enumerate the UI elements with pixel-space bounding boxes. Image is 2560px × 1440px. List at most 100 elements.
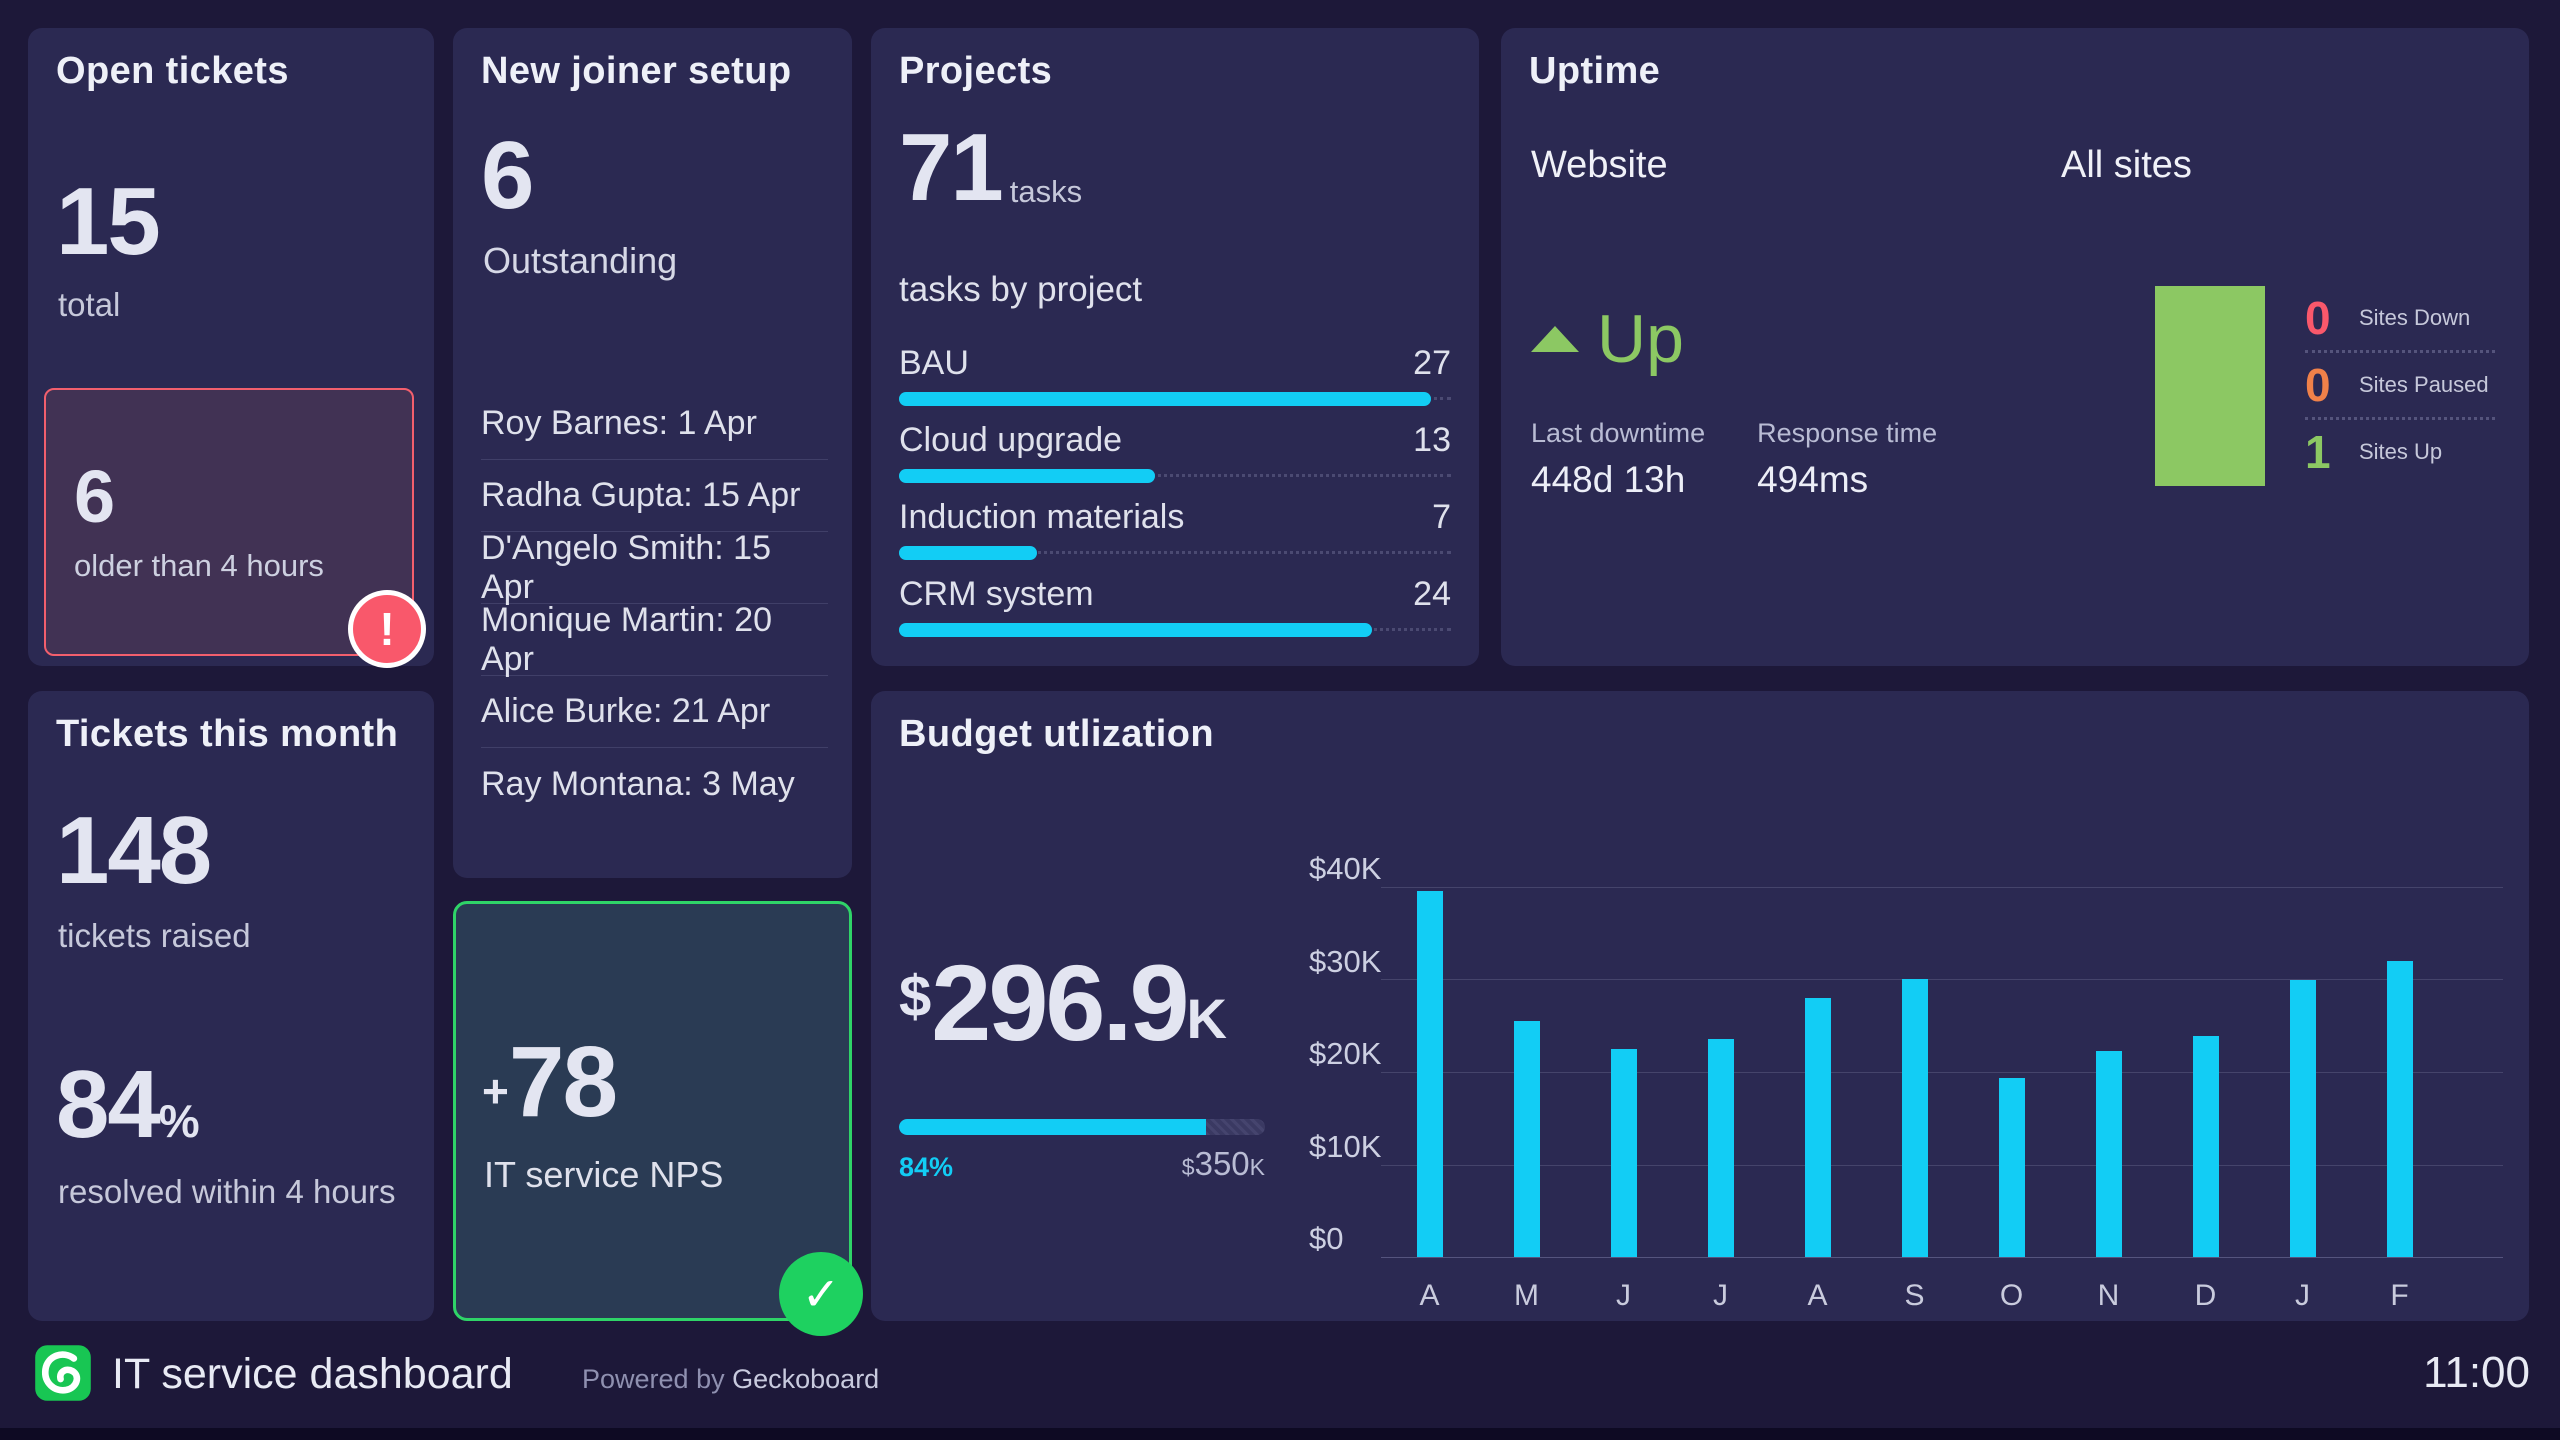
project-bar	[899, 469, 1156, 483]
budget-suffix: K	[1186, 987, 1227, 1050]
bar	[2289, 979, 2316, 1257]
sites-up-label: Sites Up	[2359, 439, 2443, 465]
progress-target-label: $350K	[1182, 1145, 1265, 1183]
x-axis-tick: N	[2097, 1279, 2120, 1312]
target-currency: $	[1181, 1154, 1195, 1180]
sites-paused-value: 0	[2305, 359, 2331, 411]
y-axis-tick: $20K	[1309, 1036, 1382, 1071]
project-label: CRM system	[899, 575, 1094, 613]
project-bar	[899, 392, 1432, 406]
website-label: Website	[1531, 144, 1668, 186]
new-joiner-value: 6	[481, 122, 534, 229]
list-item: Radha Gupta: 15 Apr	[481, 460, 828, 532]
sites-down-label: Sites Down	[2359, 305, 2471, 331]
x-axis-tick: F	[2390, 1279, 2409, 1312]
new-joiner-title: New joiner setup	[481, 50, 792, 92]
projects-subtitle: tasks by project	[899, 270, 1143, 309]
sites-paused-label: Sites Paused	[2359, 372, 2489, 398]
stat-value: 448d 13h	[1531, 459, 1686, 500]
project-row: Cloud upgrade 13	[899, 421, 1451, 498]
sites-down-row: 0 Sites Down	[2305, 286, 2495, 350]
bars: A M J J A S O N D J F	[1381, 887, 2503, 1312]
bar	[1998, 1077, 2025, 1257]
list-item: Roy Barnes: 1 Apr	[481, 388, 828, 460]
nps-card: + 78 IT service NPS ✓	[453, 901, 863, 1336]
bottom-edge	[0, 1428, 2560, 1440]
x-axis-tick: D	[2194, 1279, 2217, 1312]
list-item: Ray Montana: 3 May	[481, 764, 795, 803]
stat-label: Response time	[1757, 418, 1938, 448]
budget-card: Budget utlization $ 296.9 K 84% $350K $4…	[871, 691, 2529, 1321]
website-status: Up	[1531, 300, 1684, 378]
sites-paused-row: 0 Sites Paused	[2305, 353, 2495, 417]
project-row: CRM system 24	[899, 575, 1451, 652]
powered-by-text: Powered by	[582, 1364, 725, 1394]
sites-down-value: 0	[2305, 292, 2331, 344]
x-axis-tick: J	[1713, 1279, 1728, 1312]
projects-value-row: 71 tasks	[899, 120, 1082, 216]
exclamation-icon: !	[348, 590, 426, 668]
stat-value: 494ms	[1757, 459, 1869, 500]
new-joiner-list: Roy Barnes: 1 Apr Radha Gupta: 15 Apr D'…	[481, 388, 828, 820]
projects-rows: BAU 27 Cloud upgrade 13 Induction material…	[899, 344, 1451, 652]
brand-name: Geckoboard	[732, 1364, 880, 1394]
x-axis-tick: J	[1616, 1279, 1631, 1312]
resolved-unit: %	[158, 1095, 200, 1147]
progress-fill	[899, 1119, 1207, 1135]
progress-percent-label: 84%	[899, 1152, 954, 1182]
budget-progress: 84% $350K	[899, 1119, 1265, 1183]
y-axis-tick: $0	[1309, 1221, 1344, 1256]
project-bar	[899, 623, 1373, 637]
uptime-stat: Last downtime 448d 13h	[1531, 418, 1705, 501]
budget-total: $ 296.9 K	[899, 949, 1227, 1057]
stat-label: Last downtime	[1531, 418, 1706, 448]
tickets-raised-label: tickets raised	[58, 917, 251, 954]
x-axis-tick: A	[1419, 1279, 1440, 1312]
target-amount: 350	[1194, 1145, 1250, 1182]
all-sites-content: 0 Sites Down 0 Sites Paused 1 Sites Up	[2155, 286, 2495, 486]
tickets-raised-value: 148	[56, 797, 212, 904]
new-joiner-card: New joiner setup 6 Outstanding Roy Barne…	[453, 28, 852, 878]
bar	[2192, 1035, 2219, 1257]
open-tickets-alert-panel: 6 older than 4 hours !	[44, 388, 426, 668]
project-value: 13	[1413, 421, 1451, 459]
nps-number: 78	[508, 1026, 618, 1138]
project-value: 7	[1432, 498, 1451, 536]
project-bar-track	[899, 623, 1451, 637]
nps-label: IT service NPS	[484, 1154, 724, 1195]
website-stats: Last downtime 448d 13h Response time 494…	[1531, 418, 1937, 501]
project-bar-track	[899, 469, 1451, 483]
list-item: D'Angelo Smith: 15 Apr	[481, 529, 828, 606]
plot-area: A M J J A S O N D J F	[1381, 887, 2503, 1312]
budget-bar-chart: $40K $30K $20K $10K $0 A M J J A S O	[1309, 849, 2503, 1319]
up-arrow-icon	[1531, 326, 1579, 352]
resolved-number: 84	[56, 1051, 161, 1158]
website-status-text: Up	[1597, 301, 1684, 377]
alert-label: older than 4 hours	[74, 548, 324, 583]
open-tickets-card: Open tickets 15 total 6 older than 4 hou…	[28, 28, 434, 668]
new-joiner-label: Outstanding	[483, 240, 678, 281]
list-item: Monique Martin: 20 Apr	[481, 601, 828, 678]
project-label: Cloud upgrade	[899, 421, 1123, 459]
all-sites-stats: 0 Sites Down 0 Sites Paused 1 Sites Up	[2305, 286, 2495, 486]
projects-value: 71	[899, 114, 1004, 221]
footer: IT service dashboard Powered by Geckoboa…	[0, 1330, 2560, 1428]
nps-value: + 78	[482, 1026, 618, 1138]
x-axis-tick: M	[1514, 1279, 1539, 1312]
open-tickets-value: 15	[56, 168, 161, 275]
y-axis-tick: $30K	[1309, 944, 1382, 979]
projects-card: Projects 71 tasks tasks by project BAU 27…	[871, 28, 1479, 666]
bar	[1707, 1038, 1734, 1257]
project-row: Induction materials 7	[899, 498, 1451, 575]
tickets-resolved-value: 84%	[56, 1057, 200, 1153]
clock: 11:00	[2423, 1348, 2530, 1397]
bar	[1416, 890, 1443, 1257]
project-value: 27	[1413, 344, 1451, 382]
x-axis-tick: O	[1999, 1279, 2024, 1312]
y-axis-tick: $40K	[1309, 851, 1382, 886]
tickets-resolved-label: resolved within 4 hours	[58, 1173, 396, 1210]
bar	[1901, 978, 1928, 1257]
open-tickets-label: total	[58, 286, 121, 323]
project-label: BAU	[899, 344, 969, 382]
